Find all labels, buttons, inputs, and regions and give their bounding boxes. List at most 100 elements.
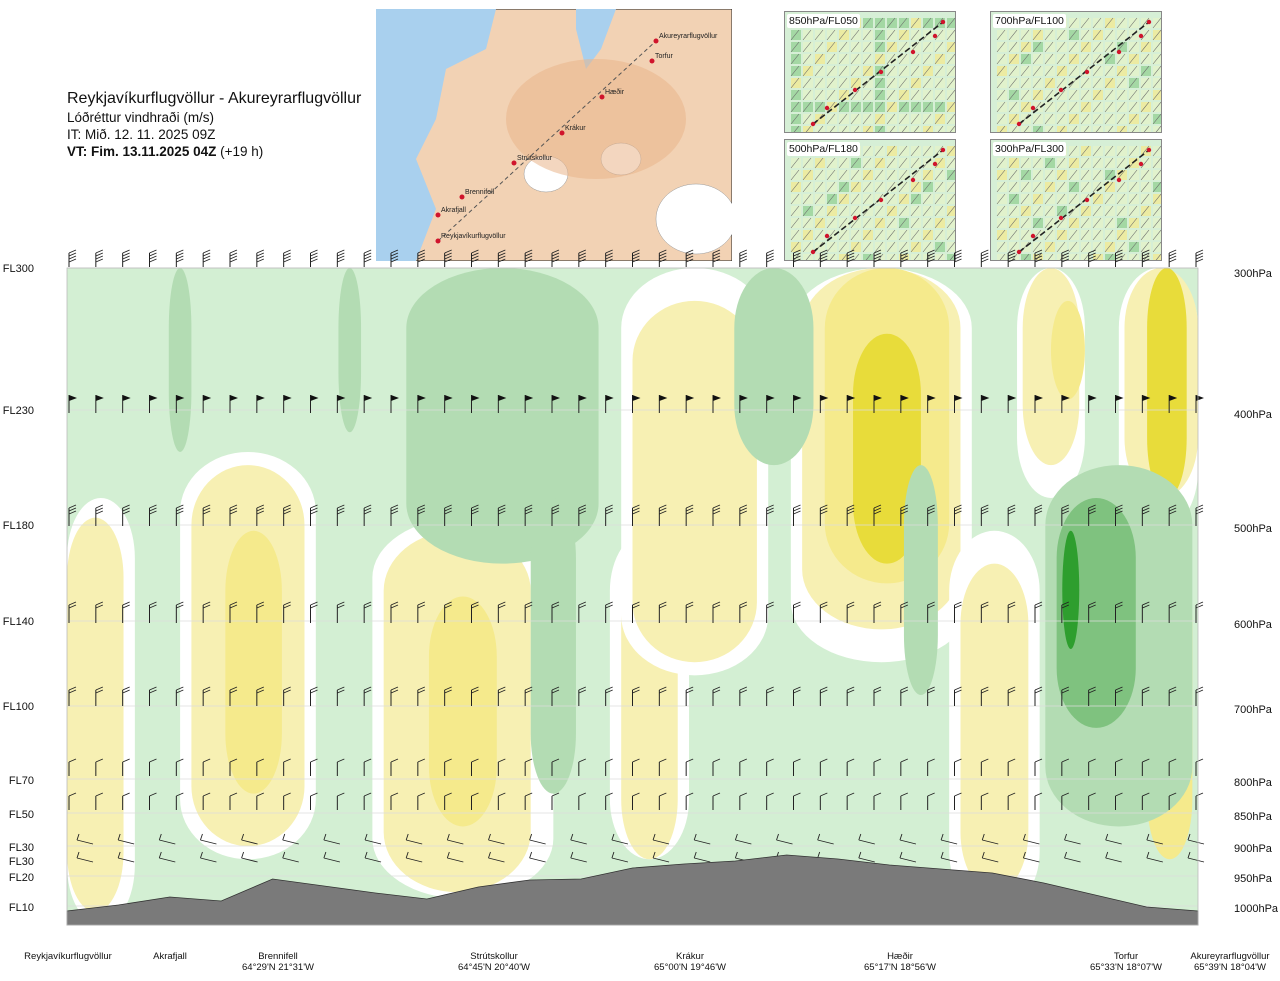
panel-cell	[1093, 18, 1103, 28]
wind-barb	[766, 395, 775, 413]
panel-wind-barb	[1092, 29, 1102, 41]
panel-cell	[827, 170, 837, 180]
panel-wind-barb	[1095, 253, 1102, 260]
panel-cell	[1105, 78, 1115, 88]
wind-barb	[336, 395, 346, 413]
panel-cell	[1045, 66, 1055, 76]
panel-wind-barb	[901, 125, 908, 132]
panel-wind-barb	[790, 113, 800, 125]
panel-wind-barb	[886, 65, 896, 77]
wind-barb	[658, 758, 667, 776]
panel-wind-barb	[1080, 77, 1090, 89]
panel-cell	[1069, 90, 1079, 100]
fl-label: FL300	[2, 263, 34, 275]
wind-barb	[497, 504, 506, 526]
wind-barb	[954, 601, 962, 623]
panel-wind-barb	[829, 125, 836, 132]
panel-wind-barb	[1140, 229, 1150, 241]
panel-wind-barb	[793, 125, 800, 132]
panel-cell	[1069, 102, 1079, 112]
wind-barb	[578, 249, 587, 267]
panel-cell	[935, 102, 945, 112]
panel-cell	[851, 102, 861, 112]
panel-cell	[1045, 126, 1055, 132]
panel-cell	[899, 194, 909, 204]
wind-barb	[1146, 833, 1163, 845]
wind-barb	[766, 758, 774, 776]
wind-barb	[122, 395, 131, 413]
panel-wind-barb	[934, 53, 944, 65]
panel-wind-barb	[1116, 145, 1126, 157]
panel-wind-barb	[1155, 125, 1161, 132]
panel-cell	[863, 158, 873, 168]
panel-cell	[827, 126, 837, 132]
panel-cell	[1009, 218, 1019, 228]
panel-wind-barb	[898, 229, 908, 241]
panel-cell	[1033, 126, 1043, 132]
panel-wind-barb	[790, 77, 800, 89]
panel-wind-barb	[862, 17, 872, 29]
hpa-label: 900hPa	[1234, 843, 1272, 855]
panel-cell	[1057, 230, 1067, 240]
panel-wind-barb	[1092, 101, 1102, 113]
panel-label: 850hPa/FL050	[787, 14, 860, 28]
panel-wind-barb	[862, 217, 872, 229]
panel-cell	[1129, 66, 1139, 76]
wind-barb	[497, 601, 506, 623]
panel-cell	[791, 114, 801, 124]
wind-barb	[605, 249, 613, 267]
panel-cell	[1045, 30, 1055, 40]
panel-cell	[1069, 242, 1079, 252]
panel-wind-barb	[1080, 89, 1090, 101]
wind-barb	[524, 758, 533, 776]
panel-cell	[997, 230, 1007, 240]
panel-wind-barb	[1131, 125, 1138, 132]
panel-wind-barb	[850, 157, 860, 169]
panel-waypoint	[1084, 197, 1090, 203]
panel-wind-barb	[996, 41, 1006, 53]
panel-wind-barb	[814, 157, 824, 169]
panel-wind-barb	[1068, 169, 1078, 181]
panel-cell	[1057, 54, 1067, 64]
hpa-label: 700hPa	[1234, 704, 1272, 716]
panel-cell	[1033, 194, 1043, 204]
panel-wind-barb	[1107, 253, 1114, 260]
panel-cell	[997, 90, 1007, 100]
panel-cell	[1117, 194, 1127, 204]
panel-wind-barb	[865, 125, 872, 132]
wind-barb	[954, 792, 962, 810]
wind-barb	[1007, 792, 1016, 810]
panel-wind-barb	[838, 53, 848, 65]
wind-barb	[1141, 792, 1150, 810]
panel-cell	[1045, 170, 1055, 180]
panel-wind-barb	[934, 205, 944, 217]
panel-cell	[875, 230, 885, 240]
panel-cell	[947, 126, 955, 132]
panel-wind-barb	[841, 253, 848, 260]
panel-cell	[1033, 254, 1043, 260]
panel-wind-barb	[1128, 193, 1138, 205]
wind-barb	[927, 758, 935, 776]
panel-wind-barb	[886, 169, 896, 181]
panel-wind-barb	[1056, 113, 1066, 125]
panel-cell	[1117, 146, 1127, 156]
wind-barb	[122, 792, 130, 810]
panel-wind-barb	[1020, 41, 1030, 53]
panel-wind-barb	[874, 193, 884, 205]
panel-wind-barb	[1116, 113, 1126, 125]
wind-barb	[1146, 851, 1163, 863]
panel-cell	[1021, 170, 1031, 180]
panel-cell	[1069, 126, 1079, 132]
panel-cell	[827, 30, 837, 40]
panel-cell	[923, 230, 933, 240]
panel-wind-barb	[805, 253, 812, 260]
panel-wind-barb	[1140, 157, 1150, 169]
wind-barb	[390, 686, 399, 706]
route-waypoint	[435, 238, 441, 244]
panel-cell	[875, 102, 885, 112]
panel-cell	[899, 230, 909, 240]
wind-barb	[256, 686, 265, 706]
wind-barb	[685, 504, 694, 526]
panel-wind-barb	[1092, 65, 1102, 77]
panel-wind-barb	[1020, 217, 1030, 229]
